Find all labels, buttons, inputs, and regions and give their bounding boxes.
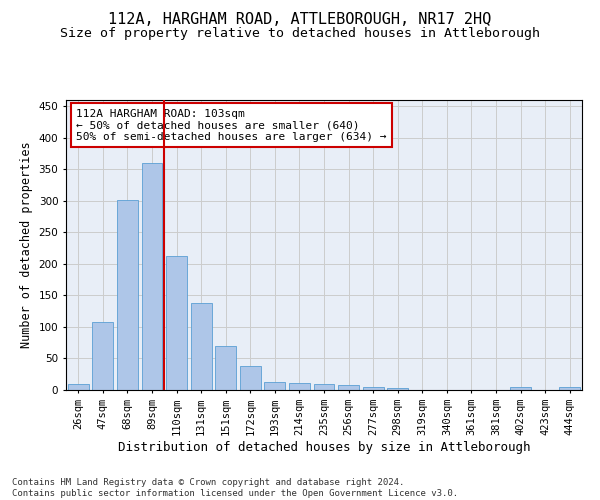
X-axis label: Distribution of detached houses by size in Attleborough: Distribution of detached houses by size … bbox=[118, 440, 530, 454]
Bar bbox=[166, 256, 187, 390]
Bar bbox=[117, 200, 138, 390]
Bar bbox=[510, 388, 531, 390]
Bar bbox=[215, 346, 236, 390]
Text: 112A HARGHAM ROAD: 103sqm
← 50% of detached houses are smaller (640)
50% of semi: 112A HARGHAM ROAD: 103sqm ← 50% of detac… bbox=[76, 108, 387, 142]
Bar bbox=[559, 388, 580, 390]
Text: Contains HM Land Registry data © Crown copyright and database right 2024.
Contai: Contains HM Land Registry data © Crown c… bbox=[12, 478, 458, 498]
Bar bbox=[338, 385, 359, 390]
Bar bbox=[92, 322, 113, 390]
Bar bbox=[289, 383, 310, 390]
Bar bbox=[191, 303, 212, 390]
Bar bbox=[362, 387, 383, 390]
Bar bbox=[240, 366, 261, 390]
Bar bbox=[68, 384, 89, 390]
Text: 112A, HARGHAM ROAD, ATTLEBOROUGH, NR17 2HQ: 112A, HARGHAM ROAD, ATTLEBOROUGH, NR17 2… bbox=[109, 12, 491, 28]
Y-axis label: Number of detached properties: Number of detached properties bbox=[20, 142, 33, 348]
Bar bbox=[265, 382, 286, 390]
Bar bbox=[314, 384, 334, 390]
Bar bbox=[142, 163, 163, 390]
Text: Size of property relative to detached houses in Attleborough: Size of property relative to detached ho… bbox=[60, 28, 540, 40]
Bar bbox=[387, 388, 408, 390]
